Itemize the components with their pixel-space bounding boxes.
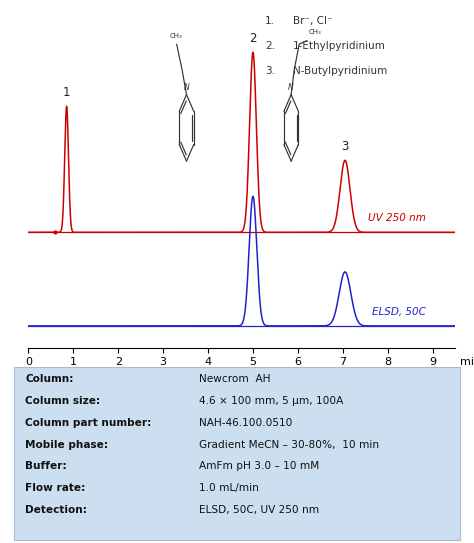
Text: Column size:: Column size: <box>25 396 100 406</box>
Text: min: min <box>459 357 474 367</box>
Text: Detection:: Detection: <box>25 504 87 515</box>
Text: NAH-46.100.0510: NAH-46.100.0510 <box>199 418 292 428</box>
Text: N: N <box>288 83 294 92</box>
Text: N-Butylpyridinium: N-Butylpyridinium <box>293 66 387 77</box>
Text: ELSD, 50C: ELSD, 50C <box>372 307 426 317</box>
Text: ELSD, 50C, UV 250 nm: ELSD, 50C, UV 250 nm <box>199 504 319 515</box>
Text: Flow rate:: Flow rate: <box>25 483 86 493</box>
Text: Column:: Column: <box>25 374 74 384</box>
Text: CH₃: CH₃ <box>169 33 182 39</box>
Text: Br⁻, Cl⁻: Br⁻, Cl⁻ <box>293 16 332 26</box>
Text: 2.: 2. <box>265 41 275 51</box>
Text: 1.: 1. <box>265 16 275 26</box>
Text: 2: 2 <box>249 32 257 45</box>
Text: 1.0 mL/min: 1.0 mL/min <box>199 483 259 493</box>
Text: 3.: 3. <box>265 66 275 77</box>
Text: Gradient MeCN – 30-80%,  10 min: Gradient MeCN – 30-80%, 10 min <box>199 439 379 450</box>
Text: 1: 1 <box>63 86 70 99</box>
Text: UV 250 nm: UV 250 nm <box>368 213 426 223</box>
Text: Newcrom  AH: Newcrom AH <box>199 374 271 384</box>
Text: AmFm pH 3.0 – 10 mM: AmFm pH 3.0 – 10 mM <box>199 461 319 471</box>
Text: Mobile phase:: Mobile phase: <box>25 439 109 450</box>
Text: Column part number:: Column part number: <box>25 418 152 428</box>
Text: 1-Ethylpyridinium: 1-Ethylpyridinium <box>293 41 386 51</box>
Text: 4.6 × 100 mm, 5 μm, 100A: 4.6 × 100 mm, 5 μm, 100A <box>199 396 343 406</box>
Text: 3: 3 <box>341 140 349 153</box>
Text: CH₃: CH₃ <box>309 29 321 35</box>
Text: N: N <box>183 83 190 92</box>
FancyBboxPatch shape <box>14 367 460 540</box>
Text: Buffer:: Buffer: <box>25 461 67 471</box>
